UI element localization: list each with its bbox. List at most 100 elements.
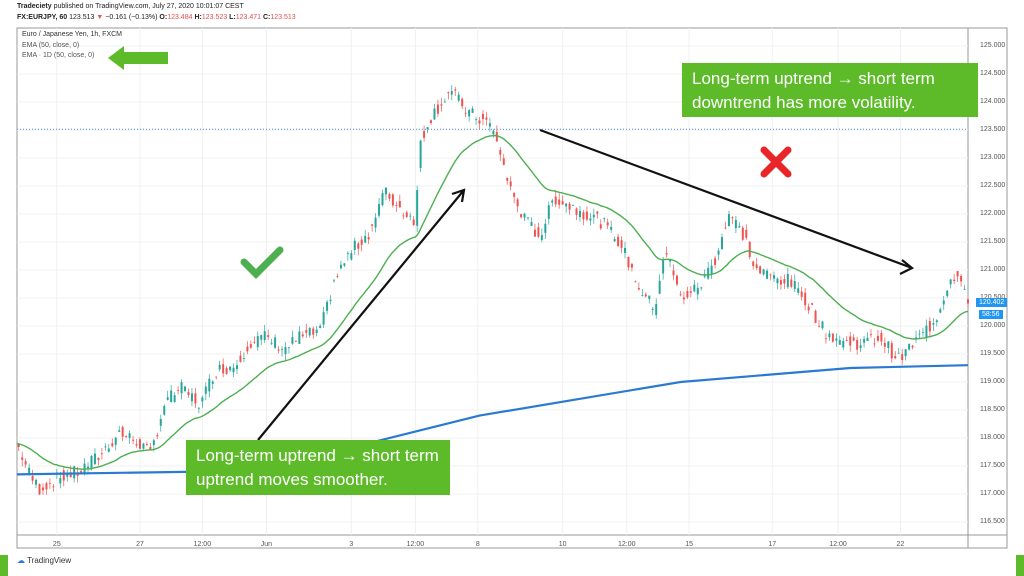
candle-body	[450, 91, 453, 95]
candle-body	[644, 294, 647, 297]
candle-body	[350, 253, 353, 260]
price-tick-label: 121.500	[980, 238, 1006, 245]
candle-body	[786, 274, 789, 288]
price-tick-label: 123.500	[980, 126, 1006, 133]
low: 123.471	[235, 14, 262, 21]
legend-ema50[interactable]: EMA (50, close, 0)	[22, 42, 80, 49]
price-tick-label: 124.500	[980, 70, 1006, 77]
candle-body	[301, 334, 304, 337]
candle-body	[225, 368, 228, 374]
candle-body	[360, 239, 363, 245]
candle-body	[461, 98, 464, 107]
price-tick-label: 116.500	[980, 518, 1005, 525]
candle-body	[859, 345, 862, 348]
candle-body	[617, 236, 620, 247]
candle-body	[457, 94, 460, 101]
candle-body	[24, 461, 27, 465]
candle-body	[769, 274, 772, 276]
candle-body	[208, 378, 211, 392]
candle-body	[696, 287, 699, 295]
candle-body	[402, 215, 405, 217]
candle-body	[890, 343, 893, 359]
candle-body	[367, 237, 370, 240]
candle-body	[599, 224, 602, 229]
candle-body	[471, 108, 474, 113]
candle-body	[585, 211, 588, 220]
candle-body	[572, 205, 575, 207]
candle-body	[114, 437, 117, 445]
candle-body	[149, 446, 152, 450]
candle-body	[405, 212, 408, 217]
time-tick-label: 10	[558, 541, 567, 548]
last-price-tag: 120.402	[976, 298, 1008, 307]
candle-body	[589, 218, 592, 221]
candle-body	[527, 217, 530, 219]
close: 123.513	[270, 14, 296, 21]
candle-body	[551, 200, 554, 203]
candle-body	[807, 306, 810, 311]
candle-body	[693, 284, 696, 292]
candle-body	[540, 235, 543, 240]
candle-body	[246, 346, 249, 352]
candle-body	[703, 274, 706, 277]
price-tick-label: 125.000	[980, 42, 1006, 49]
annotation-bottom: Long-term uptrend → short term uptrend m…	[186, 440, 450, 495]
price-tick-label: 120.500	[980, 294, 1005, 301]
price-tick-label: 118.000	[980, 434, 1005, 441]
candle-body	[48, 482, 51, 484]
candle-body	[575, 208, 578, 215]
candle-body	[558, 199, 561, 205]
price-tick-label: 122.000	[980, 210, 1006, 217]
candle-body	[811, 303, 814, 305]
candle-body	[790, 279, 793, 287]
symbol-quote: FX:EURJPY, 60 123.513 ▼ −0.161 (−0.13%) …	[17, 14, 296, 21]
candle-body	[911, 345, 914, 348]
candle-body	[960, 276, 963, 282]
candle-body	[436, 104, 439, 114]
candle-body	[454, 89, 457, 91]
candle-body	[45, 483, 48, 490]
candle-body	[928, 320, 931, 332]
candle-body	[430, 120, 433, 124]
candle-body	[475, 118, 478, 120]
candle-body	[513, 193, 516, 197]
time-tick-label: 8	[475, 541, 480, 548]
candle-body	[416, 190, 419, 226]
time-tick-label: 27	[136, 541, 144, 548]
candle-body	[963, 288, 966, 290]
candle-body	[52, 486, 55, 488]
candle-body	[946, 290, 949, 296]
candle-body	[627, 256, 630, 268]
candle-body	[440, 104, 443, 106]
candle-body	[520, 214, 523, 218]
candle-body	[333, 280, 335, 282]
ema50-line	[16, 134, 969, 470]
candle-body	[281, 349, 284, 351]
candle-body	[935, 320, 938, 323]
candle-body	[59, 477, 62, 484]
candle-body	[734, 219, 737, 229]
candle-body	[596, 211, 599, 214]
candle-body	[949, 279, 952, 285]
candle-body	[353, 240, 356, 250]
candle-body	[835, 338, 838, 341]
time-tick-label: 22	[896, 541, 905, 548]
candle-body	[197, 407, 200, 409]
candle-body	[953, 279, 956, 282]
candle-body	[485, 117, 488, 120]
candle-body	[904, 349, 907, 357]
candle-body	[464, 112, 467, 114]
candle-body	[204, 386, 207, 394]
candle-body	[939, 309, 942, 313]
legend-ema1d[interactable]: EMA · 1D (50, close, 0)	[22, 52, 95, 59]
candle-body	[35, 479, 38, 485]
candle-body	[866, 337, 869, 342]
candle-body	[662, 260, 665, 274]
candle-body	[28, 467, 31, 475]
candle-body	[291, 337, 294, 344]
price-tick-label: 117.500	[980, 462, 1005, 469]
candle-body	[260, 335, 263, 340]
candle-body	[779, 280, 782, 285]
candle-body	[388, 193, 391, 199]
